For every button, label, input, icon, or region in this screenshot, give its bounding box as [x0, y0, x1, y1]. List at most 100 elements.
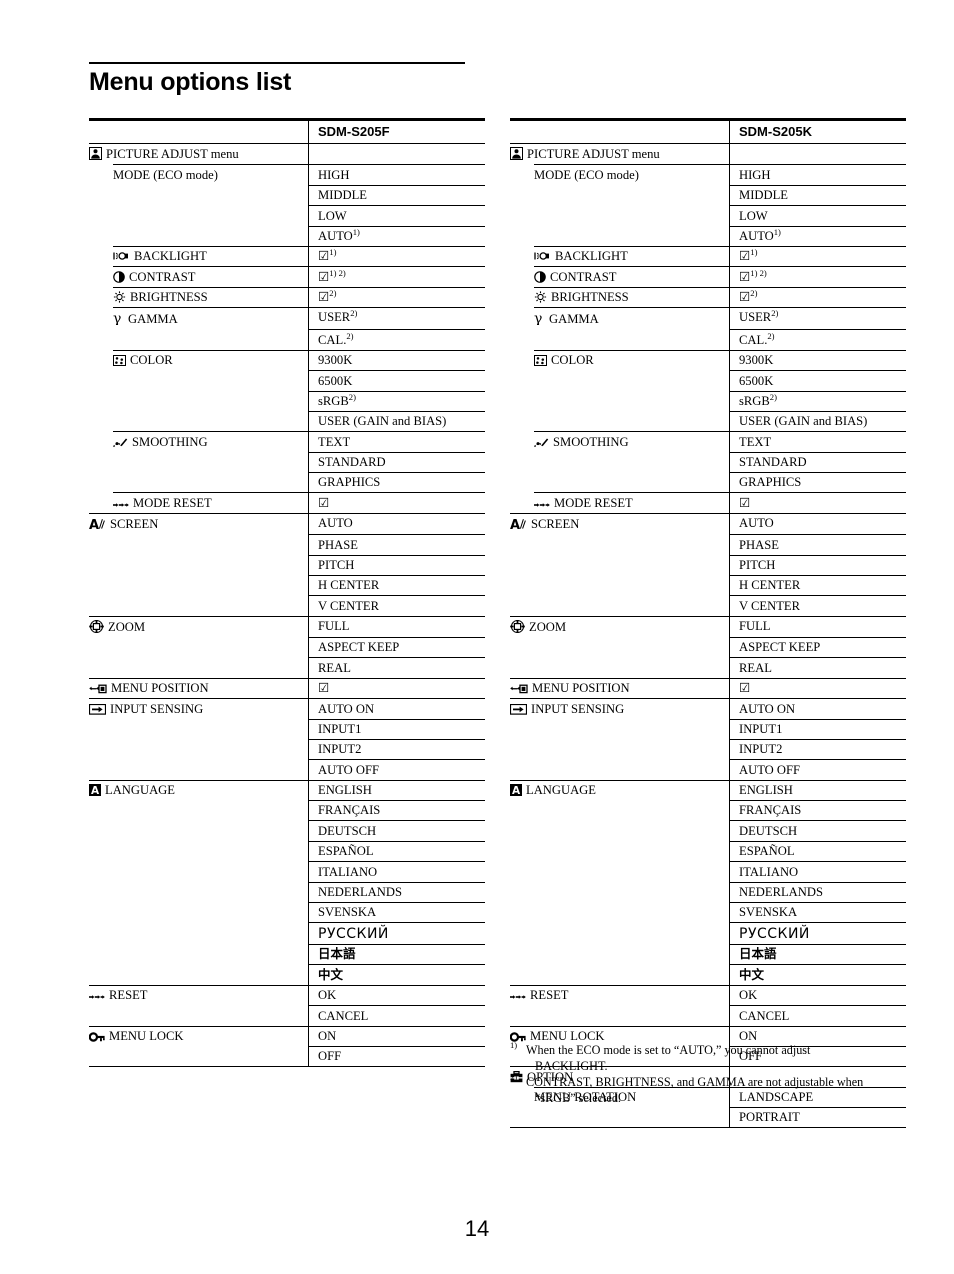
row-label-cell [89, 452, 308, 472]
table-row: PITCH [89, 554, 485, 575]
row-label-cell [510, 800, 729, 820]
row-value-cell: ☑ [729, 492, 906, 513]
table-row: INPUT SENSING AUTO ON [510, 698, 906, 719]
brightness-icon [534, 291, 547, 303]
row-value-text: GRAPHICS [739, 475, 802, 490]
table-row: 6500K [510, 370, 906, 391]
row-value-cell: REAL [308, 657, 485, 678]
table-row: INPUT1 [89, 718, 485, 739]
row-label-cell: A SCREEN [510, 514, 729, 534]
option-icon [510, 1070, 523, 1083]
row-value-text: AUTO [739, 516, 774, 531]
row-value-text: CAL. [739, 332, 768, 347]
table-row: USER (GAIN and BIAS) [510, 410, 906, 432]
row-value-text: V CENTER [739, 598, 800, 613]
row-value-text: OK [739, 988, 758, 1003]
table-row: SVENSKA [89, 901, 485, 923]
row-value-cell: ☑1) 2) [308, 266, 485, 287]
row-label-text: ZOOM [108, 620, 146, 635]
row-label-cell: MODE RESET [113, 492, 308, 512]
row-value-cell: ASPECT KEEP [308, 637, 485, 658]
row-label-cell [89, 329, 308, 349]
row-value-text: OFF [318, 1049, 342, 1064]
row-label-text: CONTRAST [129, 269, 196, 284]
mode-reset-icon [534, 501, 550, 509]
row-value-cell: ☑2) [308, 286, 485, 307]
table-row: 日本語 [510, 944, 906, 965]
row-label-text: MODE RESET [133, 495, 212, 510]
row-value-text: H CENTER [739, 578, 801, 593]
row-value-text: V CENTER [318, 598, 379, 613]
row-value-text: PORTRAIT [739, 1110, 800, 1125]
table-row: MODE (ECO mode) HIGH [510, 164, 906, 185]
row-label-cell [89, 800, 308, 820]
page-number: 14 [464, 1216, 490, 1241]
row-value-cell: ENGLISH [729, 780, 906, 800]
row-value-text: REAL [318, 660, 351, 675]
checkbox-icon: ☑ [318, 249, 330, 264]
row-value-text: ON [739, 1028, 758, 1043]
table-row: ZOOM FULL [510, 615, 906, 637]
reset-icon [510, 993, 526, 1001]
row-value-text: 日本語 [739, 946, 777, 962]
row-value-cell: PITCH [308, 554, 485, 575]
row-label-cell: PICTURE ADJUST menu [89, 144, 308, 164]
table-row: OFF [89, 1045, 485, 1067]
table-row: РУССКИЙ [510, 922, 906, 945]
row-value-text: USER (GAIN and BIAS) [318, 414, 447, 429]
row-value-text: AUTO [318, 516, 353, 531]
row-label-cell [89, 1046, 308, 1066]
row-value-cell: sRGB2) [729, 390, 906, 411]
row-value-text: OK [318, 988, 337, 1003]
table-row: CONTRAST ☑1) 2) [89, 266, 485, 287]
row-value-cell: ON [729, 1026, 906, 1046]
table-row: V CENTER [510, 595, 906, 616]
row-label-cell [89, 575, 308, 595]
row-label-cell [510, 534, 729, 554]
table-row: CANCEL [89, 1005, 485, 1026]
row-value-cell: SVENSKA [308, 901, 485, 923]
row-label-text: BRIGHTNESS [551, 290, 629, 305]
row-value-text: INPUT2 [739, 742, 783, 757]
table-header-model: SDM-S205K [729, 121, 906, 143]
row-value-text: CAL. [318, 332, 347, 347]
table-row: REAL [510, 657, 906, 678]
row-value-text: USER [318, 310, 351, 325]
row-value-cell: HIGH [308, 164, 485, 185]
table-row: SMOOTHING TEXT [510, 431, 906, 452]
row-label-cell [89, 370, 308, 390]
row-label-cell: MENU LOCK [510, 1027, 729, 1046]
row-label-cell [89, 391, 308, 411]
menu-options-table-right: SDM-S205K PICTURE ADJUST menu MODE (ECO mo… [510, 118, 906, 1129]
row-value-text: INPUT2 [318, 742, 362, 757]
row-value-cell: AUTO ON [729, 699, 906, 719]
row-label-text: MODE RESET [554, 495, 633, 510]
row-label-cell [510, 719, 729, 739]
row-label-cell [89, 759, 308, 779]
table-row: AUTO1) [89, 225, 485, 246]
row-label-cell [89, 205, 308, 225]
row-label-cell: MENU POSITION [89, 679, 308, 698]
row-label-cell: COLOR [534, 349, 729, 370]
row-value-cell: AUTO [308, 513, 485, 535]
row-value-cell: GRAPHICS [729, 472, 906, 493]
row-label-cell [510, 922, 729, 944]
row-label-text: SCREEN [110, 517, 159, 532]
svg-text:A: A [510, 518, 520, 530]
row-label-cell: MODE RESET [534, 492, 729, 512]
row-label-text: SMOOTHING [132, 434, 208, 449]
row-value-text: 9300K [739, 353, 774, 368]
svg-text:A: A [512, 785, 521, 796]
row-label-cell [89, 534, 308, 554]
row-value-text: 中文 [739, 966, 765, 982]
table-row: MENU POSITION ☑ [510, 677, 906, 699]
table-row: AUTO OFF [89, 759, 485, 780]
row-label-cell [510, 1107, 729, 1127]
row-value-cell [308, 144, 485, 165]
table-row: RESET OK [89, 984, 485, 1006]
table-row: GRAPHICS [89, 472, 485, 493]
table-bottom-rule [89, 1066, 485, 1068]
footnote-marker: 2) [329, 287, 337, 298]
row-value-text: AUTO [739, 228, 774, 243]
row-label-cell: BACKLIGHT [113, 245, 308, 266]
